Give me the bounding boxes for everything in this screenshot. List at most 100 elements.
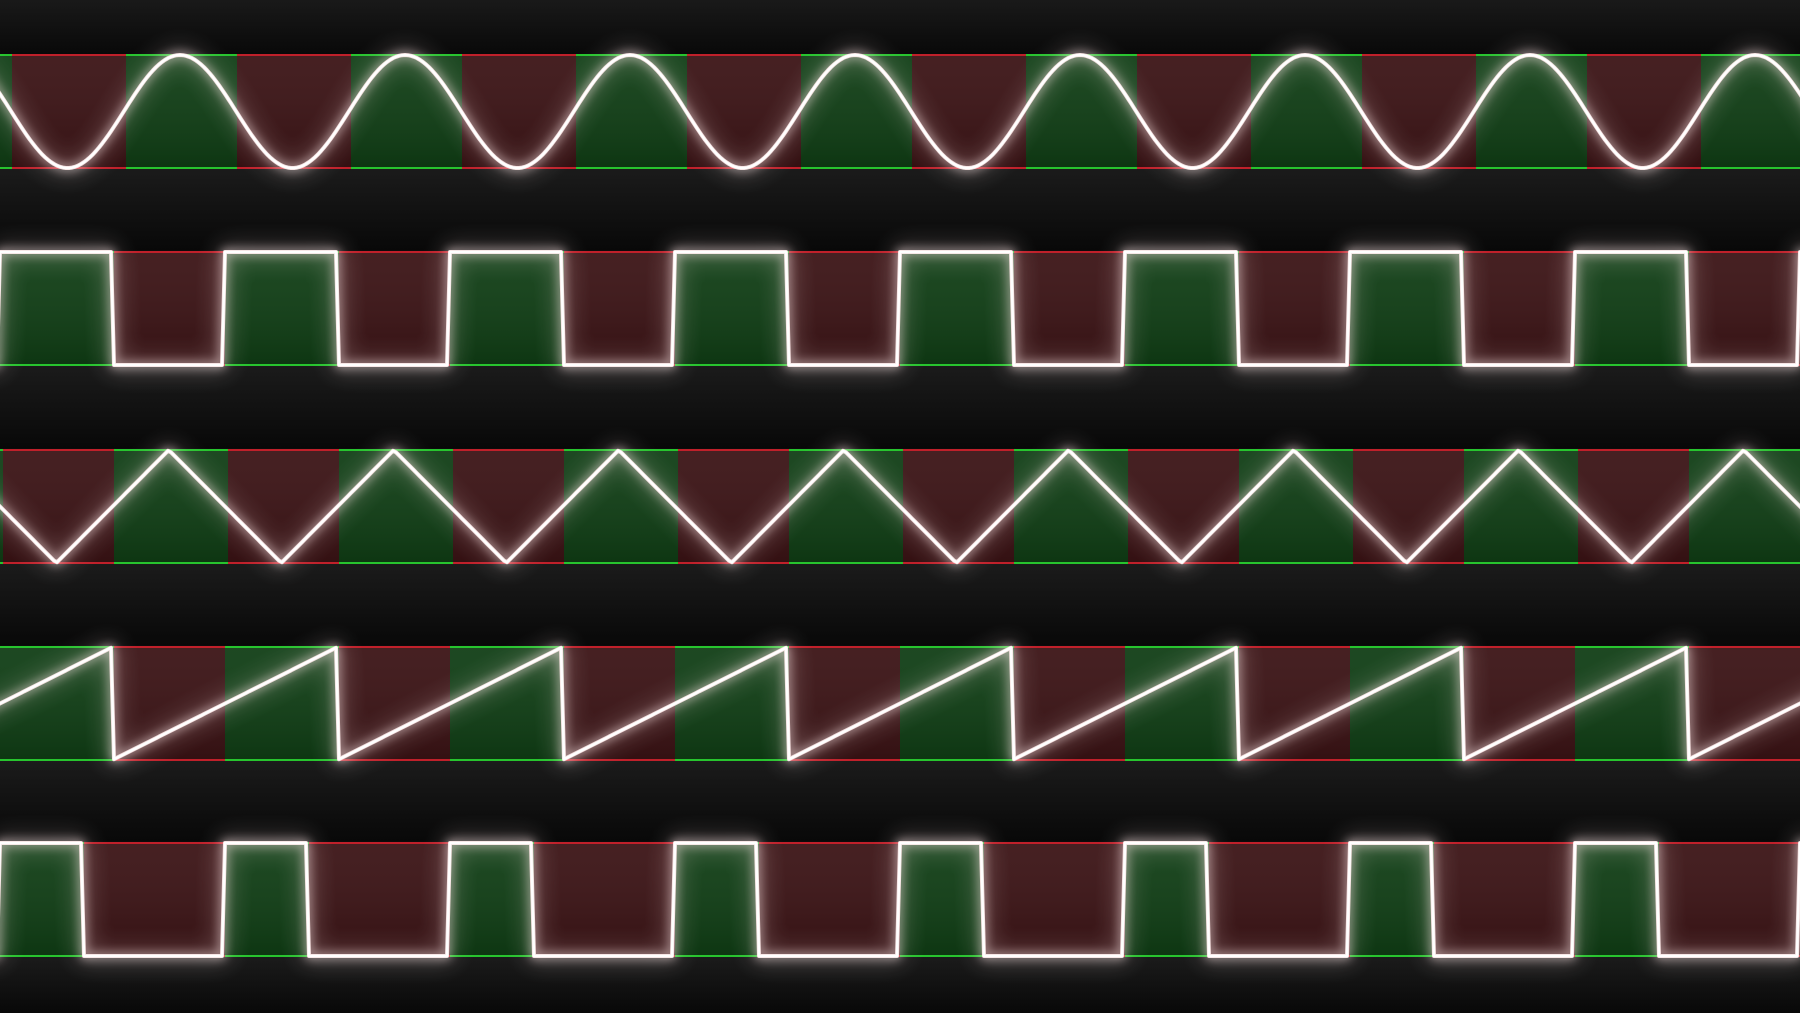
column-shade (0, 252, 114, 365)
row-gap-shade (0, 168, 1800, 250)
column-shade (1026, 55, 1137, 168)
column-shade (450, 843, 534, 956)
column-shade (564, 647, 675, 760)
sine-wave-trace (0, 53, 1800, 170)
reference-lines (0, 646, 1800, 761)
column-shade (900, 843, 984, 956)
state-columns (0, 450, 1800, 563)
column-shade (1575, 647, 1689, 760)
column-shade (1464, 647, 1575, 760)
column-shade (759, 843, 900, 956)
column-shade (675, 843, 759, 956)
column-shade (900, 252, 1014, 365)
column-shade (309, 843, 450, 956)
column-shade (462, 55, 576, 168)
column-shade (1239, 252, 1350, 365)
column-shade (0, 647, 114, 760)
column-shade (1014, 450, 1128, 563)
state-columns (0, 647, 1800, 760)
column-shade (114, 252, 225, 365)
column-shade (789, 647, 900, 760)
column-shade (675, 252, 789, 365)
column-shade (1014, 647, 1125, 760)
column-shade (1125, 252, 1239, 365)
column-shade (789, 252, 900, 365)
column-shade (1350, 647, 1464, 760)
column-shade (1350, 252, 1464, 365)
column-shade (1689, 450, 1800, 563)
column-shade (900, 647, 1014, 760)
column-shade (534, 843, 675, 956)
top-shade (0, 0, 1800, 55)
column-shade (12, 55, 126, 168)
column-shade (351, 55, 462, 168)
column-shade (450, 252, 564, 365)
column-shade (912, 55, 1026, 168)
column-shade (678, 450, 789, 563)
column-shade (1362, 55, 1476, 168)
column-shade (228, 450, 339, 563)
column-shade (564, 252, 675, 365)
column-shade (564, 450, 678, 563)
column-shade (114, 450, 228, 563)
sawtooth-wave-row (0, 645, 1800, 841)
row-gap-shade (0, 365, 1800, 448)
column-shade (1209, 843, 1350, 956)
column-shade (0, 55, 12, 168)
column-shade (339, 450, 453, 563)
pulse-wave-trace (0, 841, 1800, 958)
column-shade (675, 647, 789, 760)
column-shade (1128, 450, 1239, 563)
column-shade (1137, 55, 1251, 168)
column-shade (1125, 647, 1239, 760)
column-shade (114, 647, 225, 760)
column-shade (1239, 450, 1353, 563)
column-shade (1125, 843, 1209, 956)
column-shade (1587, 55, 1701, 168)
column-shade (1575, 252, 1689, 365)
row-gap-shade (0, 760, 1800, 841)
column-shade (1464, 450, 1578, 563)
column-shade (1434, 843, 1575, 956)
column-shade (3, 450, 114, 563)
column-shade (1464, 252, 1575, 365)
column-shade (1350, 843, 1434, 956)
column-shade (1014, 252, 1125, 365)
column-shade (1689, 252, 1800, 365)
state-columns (0, 252, 1800, 365)
reference-lines (0, 54, 1800, 169)
square-wave-trace (0, 250, 1800, 367)
column-shade (339, 647, 450, 760)
sawtooth-wave-trace (0, 646, 1800, 761)
row-gap-shade (0, 956, 1800, 1013)
column-shade (225, 647, 339, 760)
triangle-wave-trace (0, 449, 1800, 564)
state-columns (0, 843, 1800, 956)
state-columns (0, 55, 1800, 168)
column-shade (1239, 647, 1350, 760)
column-shade (1578, 450, 1689, 563)
column-shade (0, 843, 84, 956)
column-shade (84, 843, 225, 956)
sine-wave-row (0, 0, 1800, 250)
column-shade (126, 55, 237, 168)
column-shade (450, 647, 564, 760)
row-gap-shade (0, 563, 1800, 645)
column-shade (1251, 55, 1362, 168)
square-wave-row (0, 250, 1800, 448)
column-shade (237, 55, 351, 168)
column-shade (1575, 843, 1659, 956)
column-shade (225, 843, 309, 956)
column-shade (1659, 843, 1800, 956)
column-shade (984, 843, 1125, 956)
column-shade (1689, 647, 1800, 760)
column-shade (801, 55, 912, 168)
column-shade (576, 55, 687, 168)
column-shade (1353, 450, 1464, 563)
column-shade (453, 450, 564, 563)
reference-lines (0, 449, 1800, 564)
column-shade (789, 450, 903, 563)
column-shade (225, 252, 339, 365)
